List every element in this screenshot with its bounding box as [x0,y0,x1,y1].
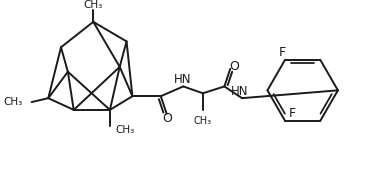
Text: HN: HN [231,85,249,98]
Text: F: F [278,46,286,59]
Text: CH₃: CH₃ [116,125,135,135]
Text: CH₃: CH₃ [194,116,212,126]
Text: O: O [163,112,173,125]
Text: CH₃: CH₃ [84,0,103,10]
Text: O: O [229,60,239,73]
Text: HN: HN [174,73,191,86]
Text: F: F [288,107,296,121]
Text: CH₃: CH₃ [4,97,23,107]
